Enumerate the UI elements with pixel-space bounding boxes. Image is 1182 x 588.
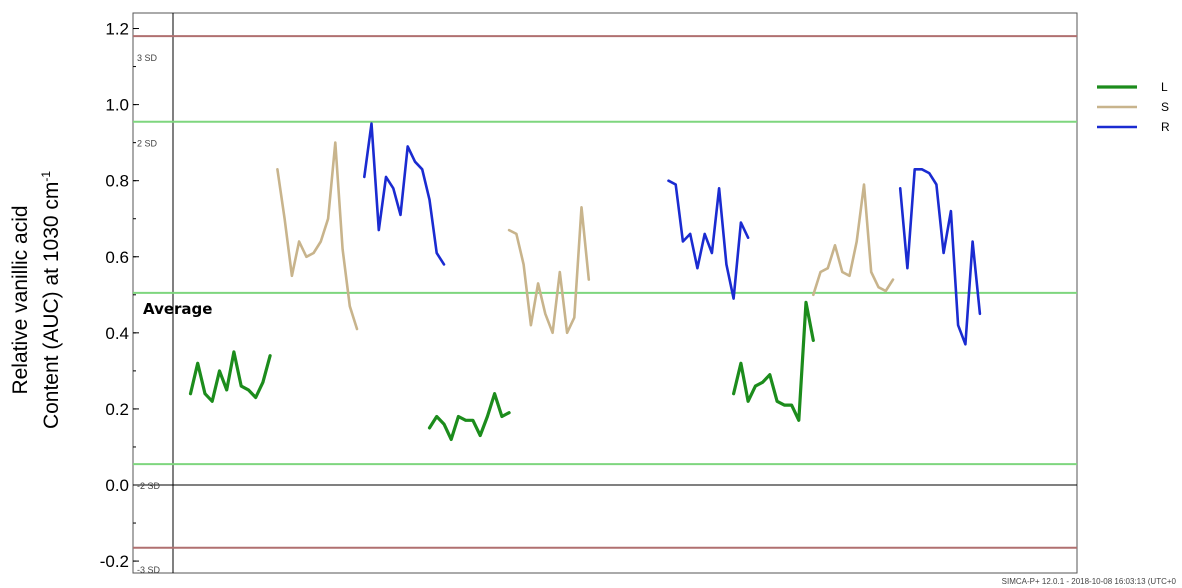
y-axis-title-line2: Content (AUC) at 1030 cm	[40, 182, 63, 429]
legend-label: L	[1161, 80, 1168, 94]
y-axis-title: Relative vanillic acid	[9, 205, 32, 394]
series-line-S	[812, 183, 895, 297]
series-line-L	[188, 350, 272, 403]
y-tick-label: 0.4	[105, 324, 129, 343]
average-label: Average	[143, 300, 212, 318]
y-tick-label: 0.0	[105, 476, 129, 495]
series-line-R	[363, 122, 446, 266]
y-tick-label: 0.2	[105, 400, 129, 419]
reference-lines	[133, 35, 1077, 549]
sd-label: 2 SD	[137, 139, 158, 149]
y-tick-label: -0.2	[100, 552, 129, 571]
y-ticks: 1.2 1.0 0.8 0.6 0.4 0.2 0.0 -0.2	[100, 20, 139, 571]
series-layer	[188, 122, 982, 441]
series-line-S	[276, 141, 359, 331]
y-axis-title-superscript: -1	[39, 171, 53, 182]
y-tick-label: 0.6	[105, 248, 129, 267]
sd-label: -3 SD	[137, 565, 161, 575]
series-line-R	[667, 179, 750, 300]
sd-label: -2 SD	[137, 481, 161, 491]
legend: LSR	[1097, 80, 1170, 134]
legend-label: R	[1161, 120, 1170, 134]
series-line-L	[732, 300, 815, 422]
software-footer: SIMCA-P+ 12.0.1 - 2018-10-08 16:03:13 (U…	[1002, 577, 1177, 586]
y-axis-title-line1: Relative vanillic acid	[9, 205, 32, 394]
y-tick-label: 1.0	[105, 96, 129, 115]
sd-label: 3 SD	[137, 53, 158, 63]
series-line-L	[427, 392, 511, 441]
y-tick-label: 1.2	[105, 20, 129, 39]
y-axis-title-second-line: Content (AUC) at 1030 cm-1	[39, 171, 63, 429]
series-line-R	[898, 168, 982, 346]
series-line-S	[507, 206, 591, 335]
y-tick-label: 0.8	[105, 172, 129, 191]
legend-label: S	[1161, 100, 1169, 114]
reference-labels: 3 SD 2 SD Average -2 SD -3 SD	[137, 53, 212, 575]
